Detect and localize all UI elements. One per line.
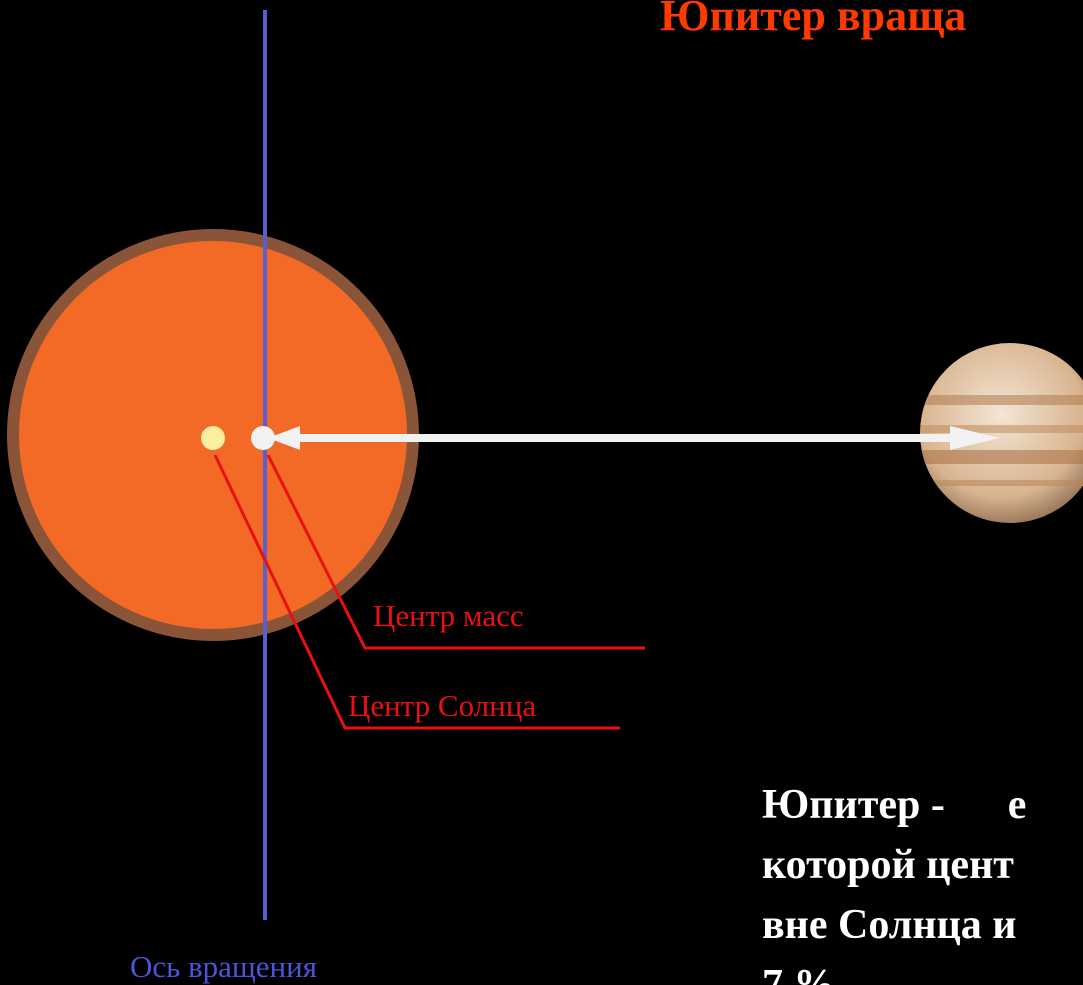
paragraph-line: которой цент <box>762 842 1014 888</box>
jupiter <box>920 343 1083 523</box>
paragraph-line: Юпитер - е <box>762 782 1026 828</box>
paragraph-line: 7 % <box>762 962 836 985</box>
title: Юпитер враща <box>660 0 966 40</box>
center-of-mass-dot <box>251 426 275 450</box>
sun-center-dot <box>201 426 225 450</box>
sun-center-label: Центр Солнца <box>348 688 536 723</box>
jupiter-bands <box>920 395 1083 486</box>
sun-center-pointer <box>213 454 620 730</box>
center-of-mass-pointer <box>266 454 645 650</box>
paragraph-line: вне Солнца и <box>762 902 1016 948</box>
rotation-axis-label: Ось вращения <box>130 949 317 984</box>
distance-arrow <box>268 426 1000 450</box>
paragraph: Юпитер - е которой цент вне Солнца и 7 % <box>762 782 1026 985</box>
center-of-mass-label: Центр масс <box>373 598 524 633</box>
